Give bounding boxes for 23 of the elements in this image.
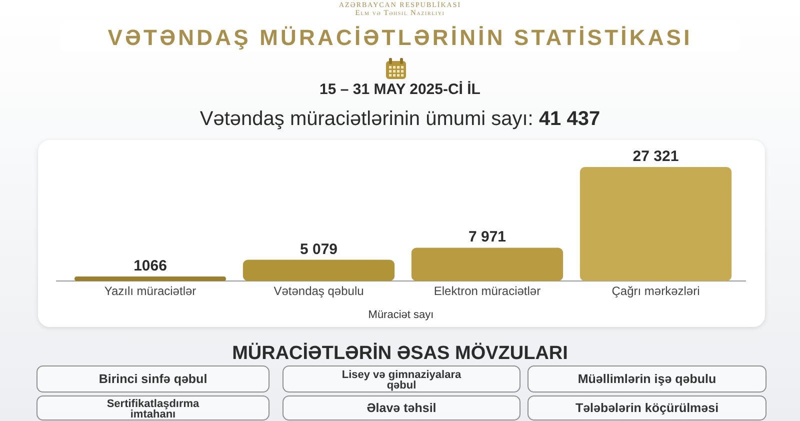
x-axis-title: Müraciət sayı <box>368 309 434 321</box>
text: Tələbələrin köçürülməsi <box>575 401 719 415</box>
x-tick-label: Çağrı mərkəzləri <box>612 284 700 298</box>
data-label: 27 321 <box>632 148 679 165</box>
text: Sertifikatlaşdırma imtahanı <box>106 398 200 420</box>
x-tick-label: Vətəndaş qəbulu <box>274 284 364 298</box>
bar <box>74 276 226 281</box>
text: Vətəndaş müraciətlərinin ümumi sayı: 41 437 <box>200 108 600 130</box>
text: Müəllimlərin işə qəbulu <box>578 372 716 386</box>
text: Birinci sinfə qəbul <box>98 372 208 386</box>
text: Əlavə təhsil <box>366 401 436 415</box>
bar <box>580 167 732 281</box>
x-tick-label: Yazılı müraciətlər <box>104 284 196 298</box>
chart-subtitle: 15 – 31 MAY 2025-Cİ İL <box>320 81 480 98</box>
chart-title: VƏTƏNDAŞ MÜRACİƏTLƏRİNİN STATİSTİKASI <box>108 25 692 50</box>
data-label: 7 971 <box>468 228 506 246</box>
data-label: 5 079 <box>300 240 338 258</box>
bar <box>242 260 395 281</box>
data-label: 1066 <box>134 258 167 275</box>
bar <box>411 248 564 281</box>
x-tick-label: Elektron müraciətlər <box>434 284 541 298</box>
text: MÜRACİƏTLƏRİN ƏSAS MÖVZULARI <box>232 342 568 364</box>
text: Lisey və gimnaziyalara qəbul <box>342 368 462 392</box>
